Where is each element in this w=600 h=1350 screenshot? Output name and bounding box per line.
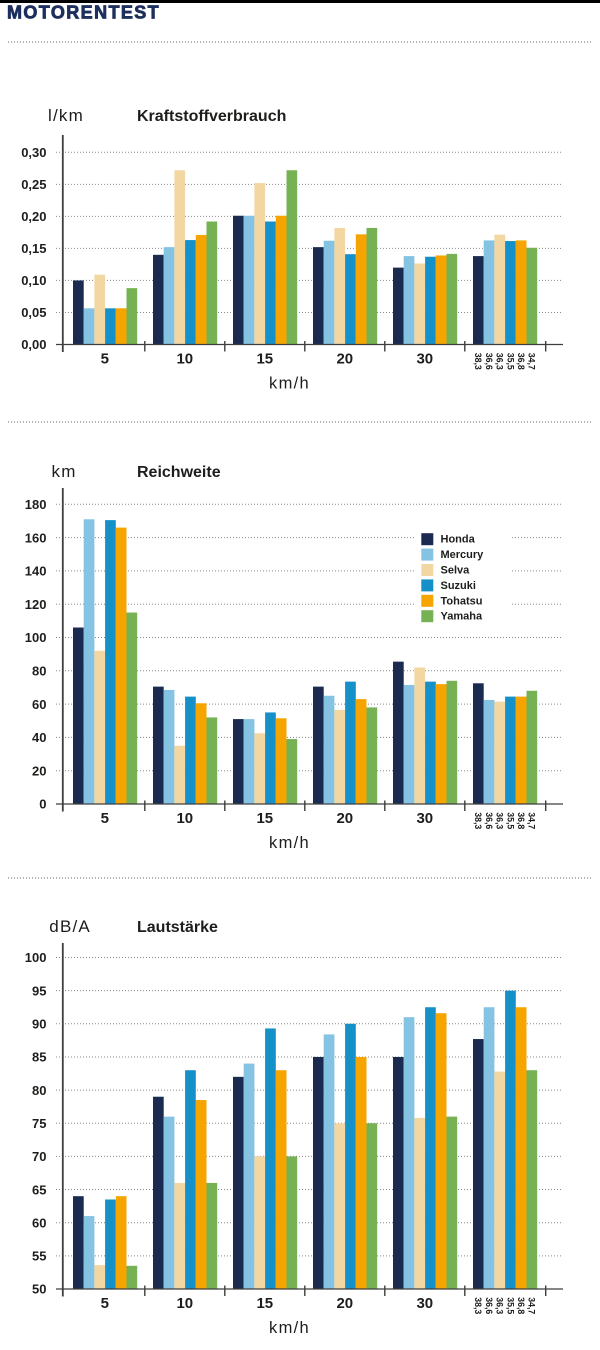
svg-text:Tohatsu: Tohatsu [441, 595, 483, 607]
svg-text:70: 70 [32, 1149, 46, 1164]
svg-text:Kraftstoffverbrauch: Kraftstoffverbrauch [137, 108, 286, 125]
svg-text:Reichweite: Reichweite [137, 464, 221, 481]
svg-text:65: 65 [32, 1182, 46, 1197]
svg-text:0,25: 0,25 [21, 177, 46, 192]
svg-text:Yamaha: Yamaha [441, 611, 483, 623]
svg-text:30: 30 [416, 1295, 433, 1312]
svg-text:20: 20 [336, 1295, 353, 1312]
svg-text:15: 15 [256, 810, 273, 827]
svg-text:60: 60 [32, 1215, 46, 1230]
svg-text:36,3: 36,3 [495, 353, 505, 370]
svg-text:0,10: 0,10 [21, 273, 46, 288]
svg-text:40: 40 [32, 730, 46, 745]
svg-text:5: 5 [101, 351, 109, 368]
svg-text:20: 20 [336, 810, 353, 827]
svg-text:35,5: 35,5 [505, 353, 515, 370]
svg-text:100: 100 [25, 950, 47, 965]
svg-text:0,15: 0,15 [21, 241, 46, 256]
svg-text:160: 160 [25, 530, 47, 545]
svg-text:10: 10 [176, 351, 193, 368]
svg-text:36,8: 36,8 [516, 812, 526, 829]
svg-text:0,05: 0,05 [21, 305, 46, 320]
svg-text:34,7: 34,7 [527, 812, 537, 829]
svg-text:Selva: Selva [441, 565, 471, 577]
svg-text:35,5: 35,5 [505, 1297, 515, 1314]
svg-text:35,5: 35,5 [505, 812, 515, 829]
svg-text:75: 75 [32, 1116, 46, 1131]
svg-text:95: 95 [32, 983, 46, 998]
svg-text:0,00: 0,00 [21, 337, 46, 352]
svg-text:15: 15 [256, 351, 273, 368]
svg-text:km/h: km/h [269, 375, 310, 393]
svg-text:20: 20 [336, 351, 353, 368]
svg-text:10: 10 [176, 810, 193, 827]
svg-text:30: 30 [416, 810, 433, 827]
svg-text:80: 80 [32, 664, 46, 679]
svg-text:5: 5 [101, 810, 109, 827]
svg-text:60: 60 [32, 697, 46, 712]
svg-text:0,20: 0,20 [21, 209, 46, 224]
svg-text:36,6: 36,6 [484, 353, 494, 370]
svg-text:85: 85 [32, 1050, 46, 1065]
svg-text:80: 80 [32, 1083, 46, 1098]
svg-text:34,7: 34,7 [527, 353, 537, 370]
svg-text:km: km [52, 462, 77, 481]
svg-text:Lautstärke: Lautstärke [137, 919, 218, 936]
svg-text:5: 5 [101, 1295, 109, 1312]
svg-text:50: 50 [32, 1282, 46, 1297]
svg-text:180: 180 [25, 497, 47, 512]
svg-text:MOTORENTEST: MOTORENTEST [7, 3, 160, 23]
svg-text:100: 100 [25, 630, 47, 645]
svg-text:55: 55 [32, 1249, 46, 1264]
svg-text:140: 140 [25, 564, 47, 579]
svg-text:36,8: 36,8 [516, 1297, 526, 1314]
svg-text:Mercury: Mercury [441, 549, 485, 561]
svg-text:dB/A: dB/A [49, 917, 91, 936]
svg-text:0,30: 0,30 [21, 145, 46, 160]
svg-text:km/h: km/h [269, 1319, 310, 1337]
svg-text:0: 0 [39, 797, 46, 812]
svg-text:34,7: 34,7 [527, 1297, 537, 1314]
svg-text:38,3: 38,3 [473, 1297, 483, 1314]
svg-text:Suzuki: Suzuki [441, 580, 476, 592]
svg-text:120: 120 [25, 597, 47, 612]
svg-text:l/km: l/km [48, 106, 84, 125]
svg-text:km/h: km/h [269, 834, 310, 852]
svg-text:36,6: 36,6 [484, 812, 494, 829]
svg-text:36,8: 36,8 [516, 353, 526, 370]
svg-text:20: 20 [32, 763, 46, 778]
svg-text:36,6: 36,6 [484, 1297, 494, 1314]
svg-text:36,3: 36,3 [495, 812, 505, 829]
svg-text:15: 15 [256, 1295, 273, 1312]
svg-text:Honda: Honda [441, 534, 476, 546]
svg-text:38,3: 38,3 [473, 812, 483, 829]
svg-text:10: 10 [176, 1295, 193, 1312]
svg-text:90: 90 [32, 1017, 46, 1032]
svg-text:36,3: 36,3 [495, 1297, 505, 1314]
svg-text:30: 30 [416, 351, 433, 368]
svg-text:38,3: 38,3 [473, 353, 483, 370]
